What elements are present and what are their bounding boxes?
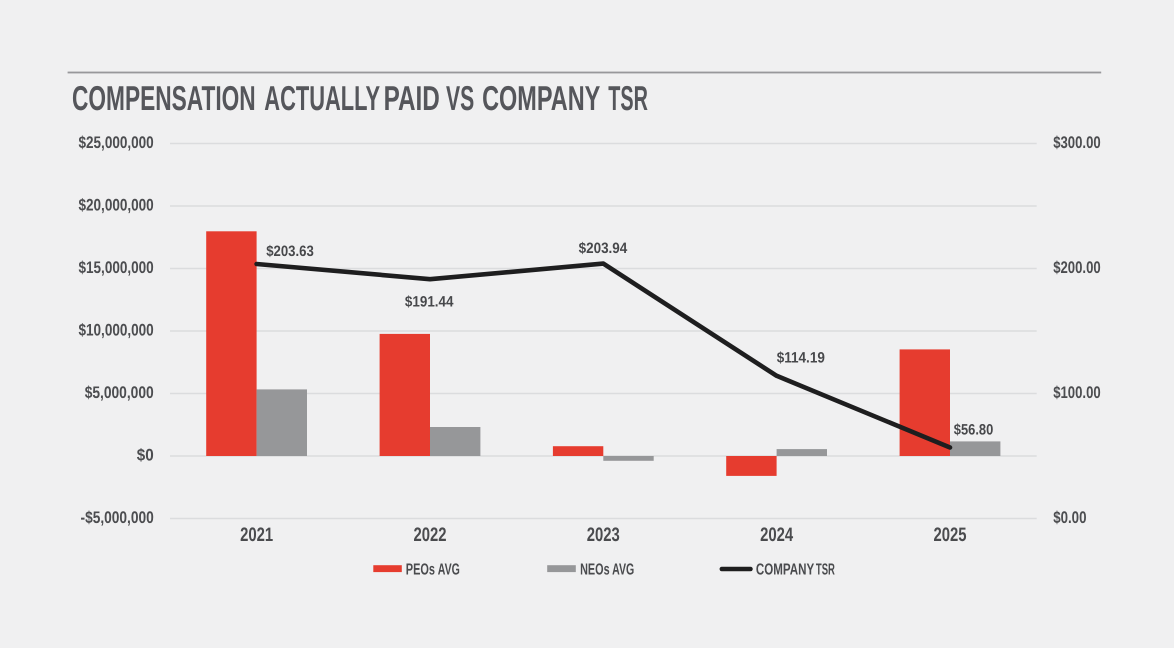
svg-text:$0: $0 — [137, 446, 154, 465]
svg-text:-$5,000,000: -$5,000,000 — [81, 508, 154, 527]
svg-text:$191.44: $191.44 — [405, 294, 454, 311]
svg-text:COMPANY: COMPANY — [756, 561, 815, 578]
svg-text:2022: 2022 — [414, 524, 447, 546]
svg-text:ACTUALLY: ACTUALLY — [264, 80, 380, 118]
svg-text:VS: VS — [446, 80, 474, 118]
svg-text:AVG: AVG — [438, 561, 460, 578]
svg-text:TSR: TSR — [608, 80, 648, 118]
svg-text:$5,000,000: $5,000,000 — [85, 383, 154, 402]
svg-text:$203.63: $203.63 — [266, 243, 314, 260]
svg-text:2023: 2023 — [587, 524, 620, 546]
svg-text:NEOs: NEOs — [580, 561, 610, 578]
svg-text:$20,000,000: $20,000,000 — [79, 196, 154, 215]
svg-text:$300.00: $300.00 — [1053, 133, 1101, 152]
svg-text:COMPANY: COMPANY — [482, 80, 600, 118]
svg-text:$56.80: $56.80 — [954, 421, 994, 438]
svg-text:$25,000,000: $25,000,000 — [79, 133, 154, 152]
svg-text:2025: 2025 — [934, 524, 967, 546]
svg-text:$0.00: $0.00 — [1053, 508, 1086, 527]
svg-text:PAID: PAID — [384, 80, 440, 118]
svg-text:PEOs: PEOs — [406, 561, 435, 578]
svg-text:AVG: AVG — [612, 561, 634, 578]
svg-text:$10,000,000: $10,000,000 — [79, 321, 154, 340]
svg-text:2021: 2021 — [240, 524, 273, 546]
svg-text:$15,000,000: $15,000,000 — [79, 258, 154, 277]
svg-text:2024: 2024 — [760, 524, 793, 546]
svg-text:$100.00: $100.00 — [1053, 383, 1101, 402]
svg-text:TSR: TSR — [816, 561, 835, 578]
svg-text:$200.00: $200.00 — [1053, 258, 1101, 277]
svg-text:$114.19: $114.19 — [777, 350, 825, 367]
svg-text:$203.94: $203.94 — [579, 240, 628, 257]
svg-text:COMPENSATION: COMPENSATION — [72, 80, 256, 118]
